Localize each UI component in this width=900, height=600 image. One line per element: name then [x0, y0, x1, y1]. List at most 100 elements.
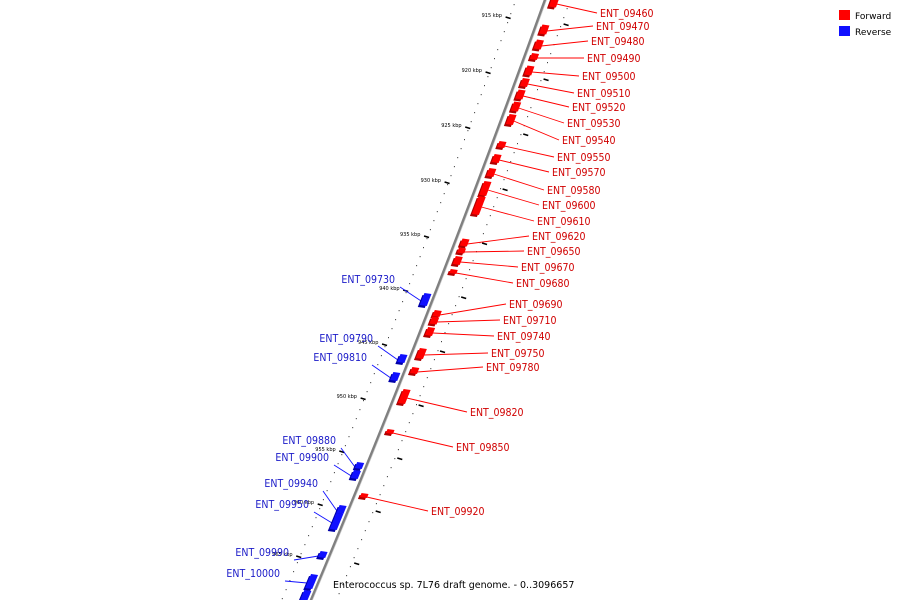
tick-label: 940 kbp: [379, 286, 399, 292]
gene-label-ent-09470[interactable]: ENT_09470: [596, 21, 650, 33]
gene-ent-09950[interactable]: [329, 513, 344, 530]
gene-ent-09740[interactable]: [425, 327, 436, 336]
ruler-dot: [373, 373, 375, 375]
gene-ent-09920[interactable]: [359, 493, 369, 498]
leader-line: [546, 25, 594, 32]
gene-label-ent-09520[interactable]: ENT_09520: [572, 102, 626, 114]
gene-ent-09550[interactable]: [497, 141, 507, 148]
gene-ent-09540[interactable]: [505, 114, 517, 125]
gene-ent-09780[interactable]: [409, 367, 420, 374]
leader-line: [392, 432, 454, 448]
gene-ent-09470[interactable]: [539, 24, 550, 35]
gene-label-ent-09480[interactable]: ENT_09480: [591, 36, 645, 48]
ruler-dot: [470, 121, 472, 123]
gene-ent-09460[interactable]: [548, 0, 559, 8]
gene-ent-09650[interactable]: [457, 247, 467, 254]
ruler-dot: [412, 274, 414, 276]
gene-ent-09580[interactable]: [486, 168, 497, 177]
gene-label-ent-09820[interactable]: ENT_09820: [470, 407, 524, 419]
gene-label-ent-09550[interactable]: ENT_09550: [557, 152, 611, 164]
gene-ent-09790[interactable]: [397, 354, 408, 363]
ruler-dot: [326, 490, 328, 492]
ruler-dot: [497, 49, 499, 51]
gene-label-ent-09880[interactable]: ENT_09880: [282, 435, 336, 447]
gene-label-ent-09940[interactable]: ENT_09940: [264, 478, 318, 490]
gene-label-ent-09710[interactable]: ENT_09710: [503, 315, 557, 327]
gene-label-ent-09460[interactable]: ENT_09460: [600, 8, 654, 20]
gene-label-ent-09900[interactable]: ENT_09900: [275, 452, 329, 464]
gene-label-ent-09650[interactable]: ENT_09650: [527, 246, 581, 258]
tick-mark: [423, 235, 430, 239]
gene-label-ent-09600[interactable]: ENT_09600: [542, 200, 596, 212]
gene-label-ent-09580[interactable]: ENT_09580: [547, 185, 601, 197]
gene-ent-09940[interactable]: [336, 505, 347, 514]
gene-label-ent-09490[interactable]: ENT_09490: [587, 53, 641, 65]
gene-offscreen-reverse[interactable]: [300, 590, 312, 600]
gene-label-ent-10000[interactable]: ENT_10000: [226, 568, 280, 580]
gene-ent-09620[interactable]: [459, 238, 470, 247]
gene-ent-09480[interactable]: [533, 39, 544, 50]
leader-line: [417, 366, 484, 373]
ruler-dot: [412, 413, 414, 415]
ruler-dot: [333, 472, 335, 474]
gene-label-ent-09690[interactable]: ENT_09690: [509, 299, 563, 311]
gene-ent-09990[interactable]: [318, 551, 328, 558]
gene-label-ent-09950[interactable]: ENT_09950: [255, 499, 309, 511]
gene-ent-09680[interactable]: [449, 269, 458, 274]
legend-item-forward[interactable]: Forward: [839, 10, 891, 22]
gene-label-ent-09510[interactable]: ENT_09510: [577, 88, 631, 100]
ruler-dot: [441, 341, 442, 343]
gene-label-ent-09780[interactable]: ENT_09780: [486, 362, 540, 374]
gene-ent-09670[interactable]: [452, 256, 463, 265]
legend-item-reverse[interactable]: Reverse: [839, 26, 892, 38]
gene-ent-09710[interactable]: [429, 316, 440, 325]
gene-label-ent-09920[interactable]: ENT_09920: [431, 506, 485, 518]
ruler-dot: [348, 436, 350, 438]
gene-label-ent-09530[interactable]: ENT_09530: [567, 118, 621, 130]
gene-label-ent-09540[interactable]: ENT_09540: [562, 135, 616, 147]
ruler-dot: [419, 256, 421, 258]
gene-label-ent-09500[interactable]: ENT_09500: [582, 71, 636, 83]
gene-label-ent-09730[interactable]: ENT_09730: [341, 274, 395, 286]
gene-ent-09500[interactable]: [524, 65, 535, 76]
gene-ent-10000[interactable]: [305, 574, 319, 589]
ruler-dot: [390, 467, 392, 469]
gene-ent-09850[interactable]: [385, 429, 395, 434]
gene-label-ent-09790[interactable]: ENT_09790: [319, 333, 373, 345]
gene-label-ent-09680[interactable]: ENT_09680: [516, 278, 570, 290]
gene-ent-09690[interactable]: [432, 310, 442, 317]
gene-ent-09750[interactable]: [415, 348, 427, 359]
gene-label-ent-09990[interactable]: ENT_09990: [235, 547, 289, 559]
ruler-dot: [433, 359, 435, 361]
gene-label-ent-09610[interactable]: ENT_09610: [537, 216, 591, 228]
gene-label-ent-09750[interactable]: ENT_09750: [491, 348, 545, 360]
gene-ent-09600[interactable]: [479, 181, 492, 196]
gene-label-ent-09850[interactable]: ENT_09850: [456, 442, 510, 454]
ruler-dot: [416, 265, 418, 267]
tick-mark: [439, 350, 446, 354]
gene-ent-09730[interactable]: [419, 293, 432, 306]
gene-ent-09880[interactable]: [354, 462, 365, 469]
gene-label-ent-09740[interactable]: ENT_09740: [497, 331, 551, 343]
gene-ent-09570[interactable]: [491, 154, 502, 163]
gene-label-ent-09570[interactable]: ENT_09570: [552, 167, 606, 179]
gene-ent-09510[interactable]: [519, 78, 530, 87]
gene-ent-09820[interactable]: [398, 389, 411, 404]
ruler-dot: [426, 377, 428, 379]
gene-ent-09900[interactable]: [350, 470, 361, 479]
gene-ent-09530[interactable]: [510, 101, 522, 112]
leader-line: [504, 145, 555, 158]
gene-ent-09610[interactable]: [471, 196, 486, 215]
gene-label-ent-09670[interactable]: ENT_09670: [521, 262, 575, 274]
ruler-dot: [469, 269, 471, 271]
gene-ent-09520[interactable]: [515, 89, 526, 100]
gene-label-ent-09810[interactable]: ENT_09810: [313, 352, 367, 364]
ruler-dot: [405, 431, 407, 433]
ruler-dot: [437, 350, 439, 352]
gene-ent-09490[interactable]: [529, 53, 540, 60]
gene-label-ent-09620[interactable]: ENT_09620: [532, 231, 586, 243]
ruler-dot: [361, 539, 363, 541]
leader-line: [513, 120, 560, 141]
gene-ent-09810[interactable]: [390, 372, 401, 381]
